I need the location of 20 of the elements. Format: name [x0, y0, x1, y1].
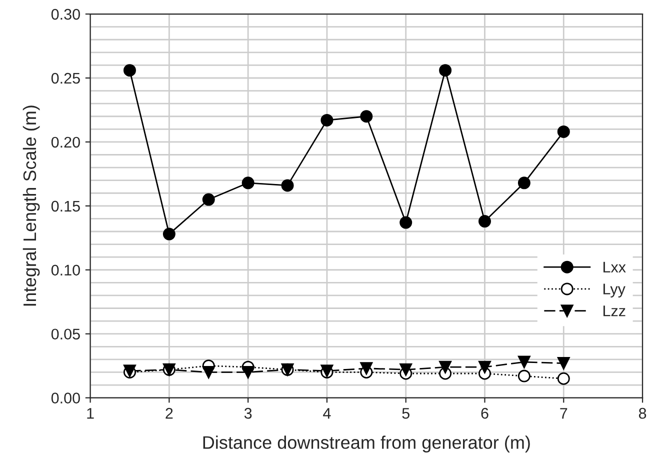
y-tick-label: 0.05 [51, 328, 80, 340]
legend-label: Lzz [603, 306, 626, 316]
y-tick-label: 0.30 [51, 8, 80, 20]
x-tick-label: 4 [323, 408, 331, 419]
y-tick-label: 0.15 [51, 200, 80, 212]
x-tick-label: 3 [244, 408, 252, 419]
y-axis-title: Integral Length Scale (m) [22, 106, 40, 306]
x-tick-label: 1 [87, 408, 94, 419]
legend-label: Lyy [603, 284, 626, 298]
x-tick-label: 7 [560, 408, 568, 419]
y-tick-label: 0.00 [51, 392, 80, 404]
y-tick-label: 0.25 [51, 72, 80, 84]
x-tick-label: 5 [402, 408, 410, 419]
x-tick-label: 6 [481, 408, 488, 419]
y-tick-label: 0.10 [51, 264, 80, 276]
x-tick-label: 8 [638, 408, 646, 419]
x-tick-label: 2 [166, 408, 173, 419]
x-axis-title: Distance downstream from generator (m) [203, 436, 530, 452]
legend-label: Lxx [603, 262, 626, 272]
y-tick-label: 0.20 [51, 136, 80, 148]
